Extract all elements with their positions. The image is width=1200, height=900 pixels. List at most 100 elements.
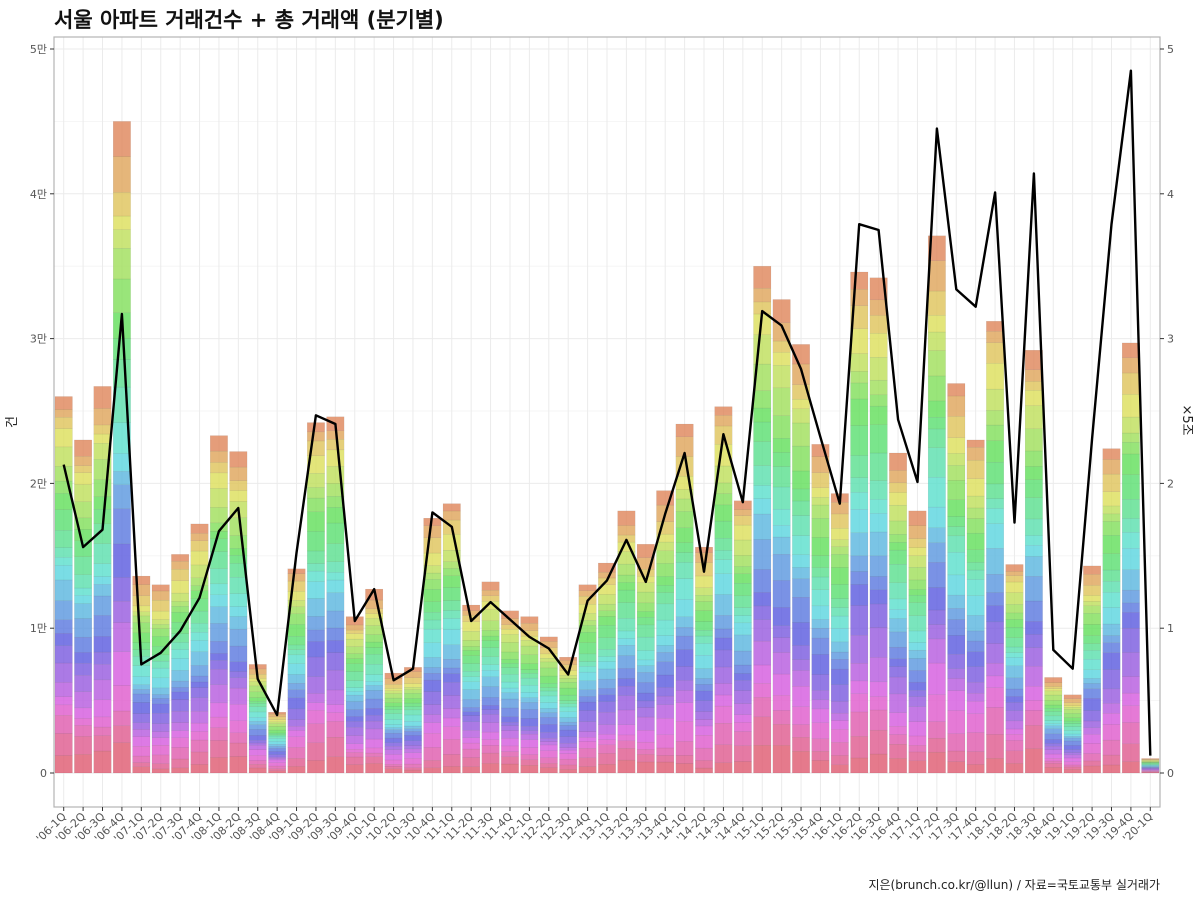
bar-segment [908,602,927,616]
bar-segment [1063,733,1082,737]
bar-segment [287,613,306,625]
bar-segment [1005,627,1024,638]
bar-segment [365,690,384,700]
bar-segment [1044,760,1063,764]
bar-segment [501,698,519,709]
bar-segment [986,523,1004,549]
bar-segment [54,557,73,566]
bar-segment [462,742,481,750]
bar-segment [927,400,946,418]
bar-segment [113,508,131,545]
bar-segment [423,733,442,748]
bar-segment [462,604,481,611]
bar-segment [151,628,170,637]
bar-segment [830,701,849,714]
bar-segment [287,573,306,582]
bar-segment [578,661,597,667]
bar-segment [1044,767,1063,774]
bar-segment [74,484,92,502]
bar-segment [93,543,112,564]
bar-segment [830,607,849,617]
bar-segment [151,763,170,770]
bar-segment [1122,589,1140,604]
bar-segment [1083,765,1101,774]
bar-segment [345,624,364,631]
bar-segment [287,649,306,656]
bar-segment [578,671,597,681]
bar-segment [1024,479,1043,498]
bar-segment [326,507,345,524]
bar-segment [927,587,946,611]
bar-segment [74,556,92,575]
bar-segment [307,598,325,617]
bar-segment [404,745,422,750]
bar-segment [617,668,636,679]
bar-segment [1005,604,1024,614]
bar-segment [986,548,1004,575]
bar-segment [462,640,481,647]
bar-segment [792,751,810,774]
bar-segment [559,675,578,679]
bar-segment [54,755,73,774]
bar-segment [248,764,267,769]
bar-segment [1083,601,1101,606]
bar-segment [598,701,616,713]
bar-segment [345,633,364,640]
bar-segment [268,716,287,720]
bar-segment [307,563,325,572]
bar-segment [287,624,306,637]
bar-segment [539,675,558,684]
bar-segment [559,706,578,712]
bar-segment [404,706,422,711]
bar-segment [54,428,73,448]
bar-segment [772,745,791,774]
bar-segment [869,394,888,407]
bar-segment [404,725,422,729]
bar-'18-1Q [986,321,1004,774]
bar-segment [908,760,927,774]
bar-segment [830,720,849,730]
bar-segment [404,721,422,727]
bar-segment [442,503,461,512]
bar-segment [462,676,481,682]
bar-segment [539,661,558,669]
bar-segment [345,749,364,753]
bar-segment [423,642,442,658]
bar-segment [889,549,907,565]
bar-segment [423,714,442,723]
bar-segment [74,618,92,638]
bar-segment [481,635,500,641]
bar-segment [947,761,966,774]
bar-segment [229,535,248,549]
bar-segment [520,623,539,631]
bar-'20-1Q [1141,758,1160,774]
bar-segment [520,616,539,624]
bar-segment [811,738,830,752]
bar-segment [520,685,539,693]
bar-segment [248,724,267,730]
bar-segment [578,632,597,643]
bar-segment [54,619,73,634]
bar-segment [966,640,985,652]
bar-segment [830,528,849,540]
bar-segment [1024,700,1043,711]
bar-segment [539,667,558,677]
bar-segment [1122,722,1140,744]
bar-segment [307,641,325,658]
bar-segment [792,470,810,490]
bar-segment [54,579,73,601]
bar-segment [520,730,539,735]
bar-segment [947,499,966,517]
bar-segment [74,675,92,692]
bar-segment [908,735,927,746]
bar-segment [190,687,209,698]
bar-segment [190,739,209,753]
bar-segment [811,555,830,568]
bar-segment [210,660,228,670]
bar-segment [636,754,655,763]
bar-segment [307,676,325,694]
x-axis: '06-1Q'06-2Q'06-3Q'06-4Q'07-1Q'07-2Q'07-… [34,807,1156,845]
bar-segment [889,582,907,600]
bar-segment [1122,652,1140,677]
bar-segment [287,736,306,748]
